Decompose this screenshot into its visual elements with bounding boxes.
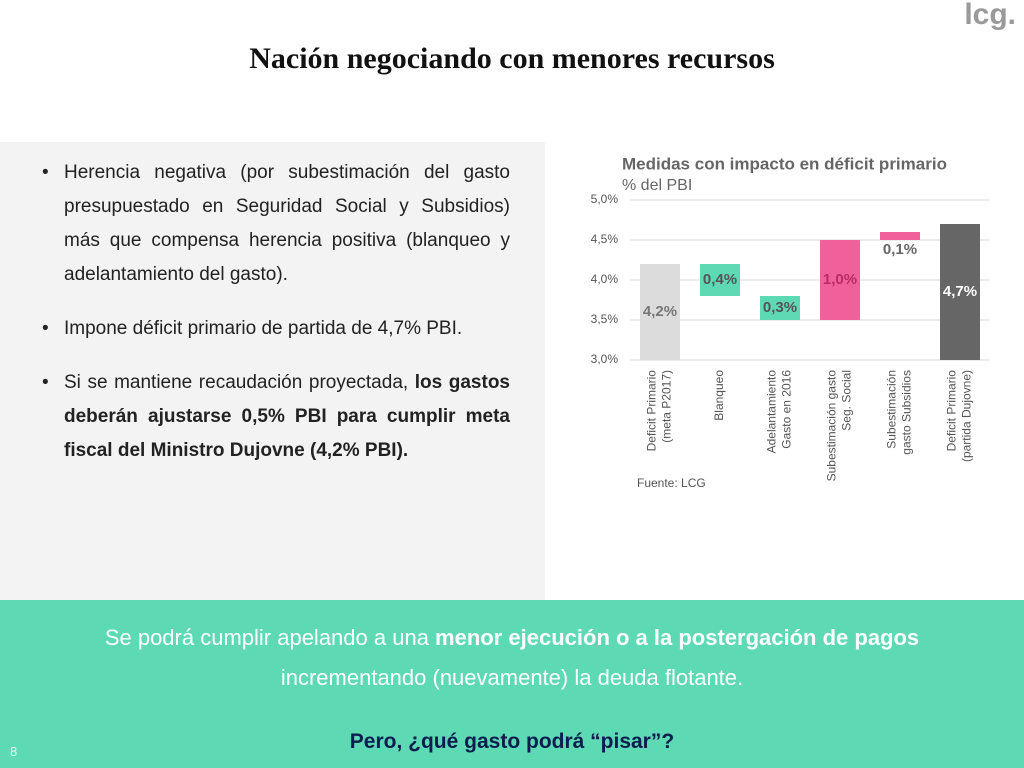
bar xyxy=(880,232,920,240)
x-tick-label: Deficit Primario(partida Dujovne) xyxy=(945,370,974,462)
x-tick-label: AdelantamientoGasto en 2016 xyxy=(765,370,794,454)
bullet: Si se mantiene recaudación proyectada, l… xyxy=(42,366,510,468)
data-label: 4,7% xyxy=(943,283,977,300)
data-label: 0,4% xyxy=(703,271,737,288)
logo: lcg. xyxy=(964,0,1016,31)
data-label: 0,3% xyxy=(763,299,797,316)
data-label: 4,2% xyxy=(643,303,677,320)
footer-text-part: Se podrá cumplir apelando a una xyxy=(104,625,436,650)
bullet-list: Herencia negativa (por subestimación del… xyxy=(42,156,510,488)
bullet-text: Si se mantiene recaudación proyectada, xyxy=(64,372,415,393)
data-label: 1,0% xyxy=(823,271,857,288)
bullet-text: Herencia negativa (por subestimación del… xyxy=(64,162,510,285)
x-tick-label: Blanqueo xyxy=(712,370,726,421)
y-tick-label: 4,5% xyxy=(591,232,619,246)
bar xyxy=(640,264,680,360)
x-tick-label: Subestimacióngasto Subsidios xyxy=(885,370,914,455)
footer-text-part: incrementando (nuevamente) la deuda flot… xyxy=(280,665,744,690)
bar xyxy=(940,224,980,360)
page-number: 8 xyxy=(10,744,18,759)
slide-title: Nación negociando con menores recursos xyxy=(249,42,775,75)
chart-subtitle: % del PBI xyxy=(622,177,692,194)
footer-band xyxy=(0,600,1024,768)
source: Fuente: LCG xyxy=(637,476,706,490)
footer-question: Pero, ¿qué gasto podrá “pisar”? xyxy=(349,730,675,753)
chart-title: Medidas con impacto en déficit primario xyxy=(622,154,947,173)
y-tick-label: 3,0% xyxy=(591,352,619,366)
bullet-text: Impone déficit primario de partida de 4,… xyxy=(64,318,463,339)
footer-text-part: menor ejecución o a la postergación de p… xyxy=(435,625,920,650)
footer-text: Se podrá cumplir apelando a una menor ej… xyxy=(70,618,954,698)
x-tick-label: Deficit Primario(meta P2017) xyxy=(645,370,674,452)
bullet: Impone déficit primario de partida de 4,… xyxy=(42,312,510,346)
bar xyxy=(820,240,860,320)
y-tick-label: 5,0% xyxy=(591,192,619,206)
bullet-text: los gastos deberán ajustarse 0,5% PBI pa… xyxy=(64,372,510,461)
bar xyxy=(760,296,800,320)
x-tick-label: Subestimación gastoSeg. Social xyxy=(825,370,854,482)
chart: Medidas con impacto en déficit primario … xyxy=(591,154,990,490)
data-label: 0,1% xyxy=(883,241,917,258)
y-tick-label: 4,0% xyxy=(591,272,619,286)
y-tick-label: 3,5% xyxy=(591,312,619,326)
bullet: Herencia negativa (por subestimación del… xyxy=(42,156,510,292)
bar xyxy=(700,264,740,296)
